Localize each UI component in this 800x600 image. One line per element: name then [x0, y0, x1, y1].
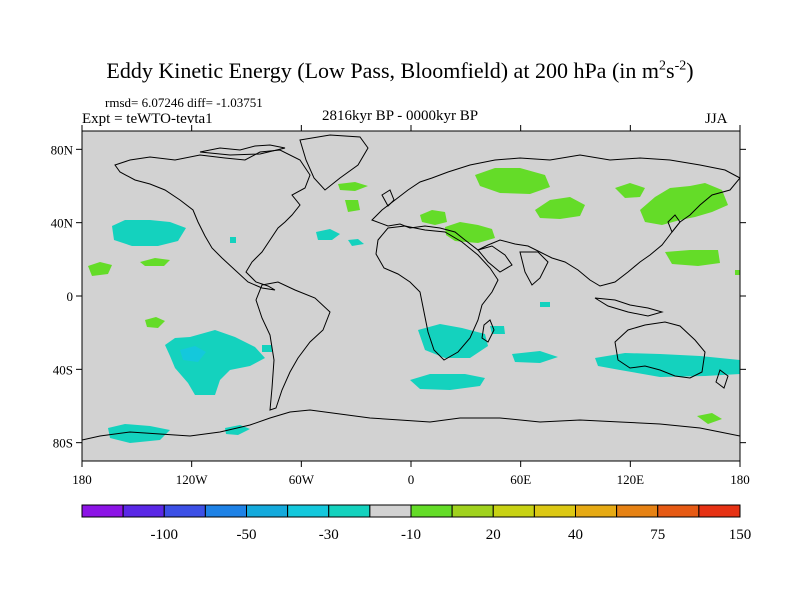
anomaly-antarctic-east: [697, 413, 722, 424]
anomaly-southern-ocean-mid: [512, 351, 558, 363]
negative-anomaly-regions: [108, 220, 740, 443]
colorbar-swatch: [657, 504, 700, 518]
y-tick-label: 40N: [51, 216, 74, 231]
anomaly-east-africa: [540, 302, 550, 307]
positive-anomaly-regions: [88, 168, 740, 424]
y-tick-label: 80N: [51, 142, 74, 157]
greenland: [299, 134, 369, 191]
anomaly-south-pacific-tropical: [145, 317, 165, 328]
title-unit-s: s: [666, 58, 675, 83]
africa-coast: [375, 225, 499, 361]
x-tick-label: 180: [730, 472, 750, 487]
new-zealand: [715, 369, 729, 389]
x-tick-label: 0: [408, 472, 415, 487]
colorbar-swatch: [163, 504, 206, 518]
x-tick-label: 180: [72, 472, 92, 487]
colorbar-swatch: [287, 504, 330, 518]
x-tick-label: 60E: [510, 472, 531, 487]
colorbar-swatch: [616, 504, 659, 518]
anomaly-antarctic-coast: [108, 424, 170, 443]
colorbar-label: -100: [151, 527, 179, 543]
anomaly-north-pacific-west: [88, 262, 112, 276]
anomaly-japan-region: [640, 183, 728, 225]
anomaly-mediterranean: [420, 210, 447, 225]
period-label: 2816kyr BP - 0000kyr BP: [321, 108, 479, 124]
eurasia-coast: [371, 154, 740, 287]
arabia: [477, 245, 513, 273]
anomaly-central-asia: [535, 197, 585, 219]
colorbar-label: 20: [486, 527, 501, 543]
colorbar-swatch: [328, 504, 371, 518]
colorbar-swatch: [575, 504, 618, 518]
colorbar-label: -50: [237, 527, 257, 543]
anomaly-south-africa: [418, 324, 488, 358]
colorbar-swatch: [410, 504, 453, 518]
anomaly-west-pacific: [665, 250, 720, 266]
colorbar-label: -30: [319, 527, 339, 543]
anomaly-east-asia-north: [615, 183, 645, 198]
stats-line: rmsd= 6.07246 diff= -1.03751: [105, 95, 263, 110]
anomaly-north-pacific: [112, 220, 186, 246]
colorbar-swatch: [451, 504, 494, 518]
anomaly-western-europe: [345, 200, 360, 212]
anomaly-small-pacific: [230, 237, 236, 243]
coastlines: [82, 134, 740, 441]
anomaly-north-pacific-small: [348, 239, 364, 246]
anomaly-central-pacific: [316, 229, 340, 240]
anomaly-scandinavia: [338, 182, 368, 191]
y-tick-label: 80S: [53, 436, 73, 451]
colorbar-swatch: [533, 504, 576, 518]
y-tick-label: 40S: [53, 362, 73, 377]
north-america-coast: [114, 149, 311, 291]
india: [519, 251, 549, 286]
south-america-coast: [255, 281, 331, 411]
colorbar-label: -10: [401, 527, 421, 543]
anomaly-siberia: [475, 168, 550, 194]
anomaly-hawaii-region: [140, 258, 170, 266]
colorbar-swatch: [492, 504, 535, 518]
colorbar-swatch: [122, 504, 165, 518]
axis-ticks: 180 120W 60W 0 60E 120E 180 80N 40N 0 40S 80S: [51, 125, 750, 487]
british-isles: [381, 189, 395, 207]
title-superscript-2: -2: [674, 58, 687, 74]
x-tick-label: 120W: [176, 472, 209, 487]
anomaly-south-pacific-small: [262, 345, 272, 352]
anomaly-madagascar-east: [490, 326, 505, 334]
antarctica-coast: [82, 409, 740, 441]
experiment-label: Expt = teWTO-tevta1: [82, 111, 213, 127]
anomaly-east-pacific-edge: [735, 270, 740, 275]
plot-title: Eddy Kinetic Energy (Low Pass, Bloomfiel…: [0, 58, 800, 84]
colorbar: -100 -50 -30 -10 20 40 75 150: [81, 504, 752, 543]
anomaly-layer: [88, 168, 740, 443]
anomaly-middle-east: [445, 222, 495, 243]
indonesia: [594, 297, 664, 317]
map-background: [82, 131, 740, 461]
colorbar-swatch: [81, 504, 124, 518]
y-tick-label: 0: [67, 289, 74, 304]
x-tick-label: 60W: [289, 472, 315, 487]
anomaly-south-pacific-core: [180, 346, 206, 362]
madagascar: [481, 319, 495, 343]
anomaly-south-pacific: [165, 330, 265, 395]
anomaly-antarctic-small: [225, 425, 250, 435]
colorbar-swatch: [698, 504, 741, 518]
season-label: JJA: [705, 111, 728, 127]
colorbar-swatch: [369, 504, 412, 518]
title-superscript-1: 2: [659, 58, 666, 74]
title-main: Eddy Kinetic Energy (Low Pass, Bloomfiel…: [106, 58, 659, 83]
arctic-archipelago: [199, 144, 286, 156]
colorbar-label: 40: [568, 527, 583, 543]
japan: [667, 214, 681, 233]
colorbar-label: 75: [650, 527, 665, 543]
colorbar-swatch: [204, 504, 247, 518]
x-tick-label: 120E: [617, 472, 645, 487]
anomaly-south-atlantic: [410, 374, 485, 390]
colorbar-swatch: [246, 504, 289, 518]
title-end: ): [686, 58, 694, 83]
colorbar-label: 150: [729, 527, 752, 543]
australia-coast: [614, 321, 706, 379]
